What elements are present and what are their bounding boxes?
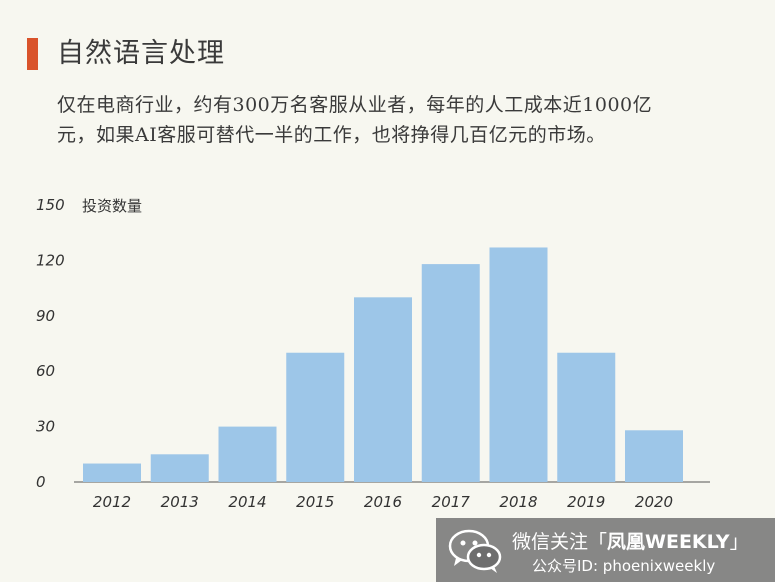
watermark-line-2: 公众号ID: phoenixweekly: [532, 557, 716, 575]
title-accent-bar: [27, 38, 38, 70]
y-axis-label: 投资数量: [82, 197, 142, 215]
x-tick-label: 2020: [635, 493, 673, 511]
watermark-brand: 凤凰WEEKLY: [607, 531, 730, 553]
wechat-icon: [448, 529, 502, 573]
page-title: 自然语言处理: [57, 38, 225, 69]
bar-2014: [218, 426, 277, 482]
x-tick-label: 2016: [364, 493, 402, 511]
bar-2016: [354, 297, 412, 482]
watermark-prefix: 微信关注「: [512, 531, 608, 553]
watermark-line-1: 微信关注「凤凰WEEKLY」: [512, 527, 749, 554]
x-tick-label: 2013: [161, 493, 199, 511]
x-tick-label: 2017: [432, 493, 471, 511]
bar-2018: [489, 247, 548, 482]
x-tick-label: 2012: [93, 493, 131, 511]
y-tick-label: 150: [36, 196, 65, 214]
y-tick-label: 0: [36, 473, 46, 491]
y-tick-label: 30: [36, 418, 55, 436]
x-tick-label: 2015: [296, 493, 334, 511]
bar-2019: [557, 352, 616, 482]
bar-2012: [83, 463, 141, 482]
x-tick-label: 2019: [567, 493, 605, 511]
body-line-1: 仅在电商行业，约有300万名客服从业者，每年的人工成本近1000亿: [57, 94, 653, 116]
body-line-2: 元，如果AI客服可替代一半的工作，也将挣得几百亿元的市场。: [57, 124, 606, 146]
bar-2013: [150, 454, 209, 482]
bar-2017: [421, 264, 480, 482]
y-tick-label: 60: [36, 362, 55, 380]
y-tick-label: 120: [36, 251, 65, 269]
y-tick-label: 90: [36, 307, 55, 325]
x-tick-label: 2018: [499, 493, 537, 511]
x-tick-label: 2014: [228, 493, 266, 511]
body-paragraph: 仅在电商行业，约有300万名客服从业者，每年的人工成本近1000亿 元，如果AI…: [57, 90, 757, 150]
watermark-banner: 微信关注「凤凰WEEKLY」 公众号ID: phoenixweekly: [436, 518, 775, 582]
bar-2020: [625, 430, 683, 482]
watermark-suffix: 」: [729, 531, 749, 553]
bar-2015: [286, 352, 345, 482]
